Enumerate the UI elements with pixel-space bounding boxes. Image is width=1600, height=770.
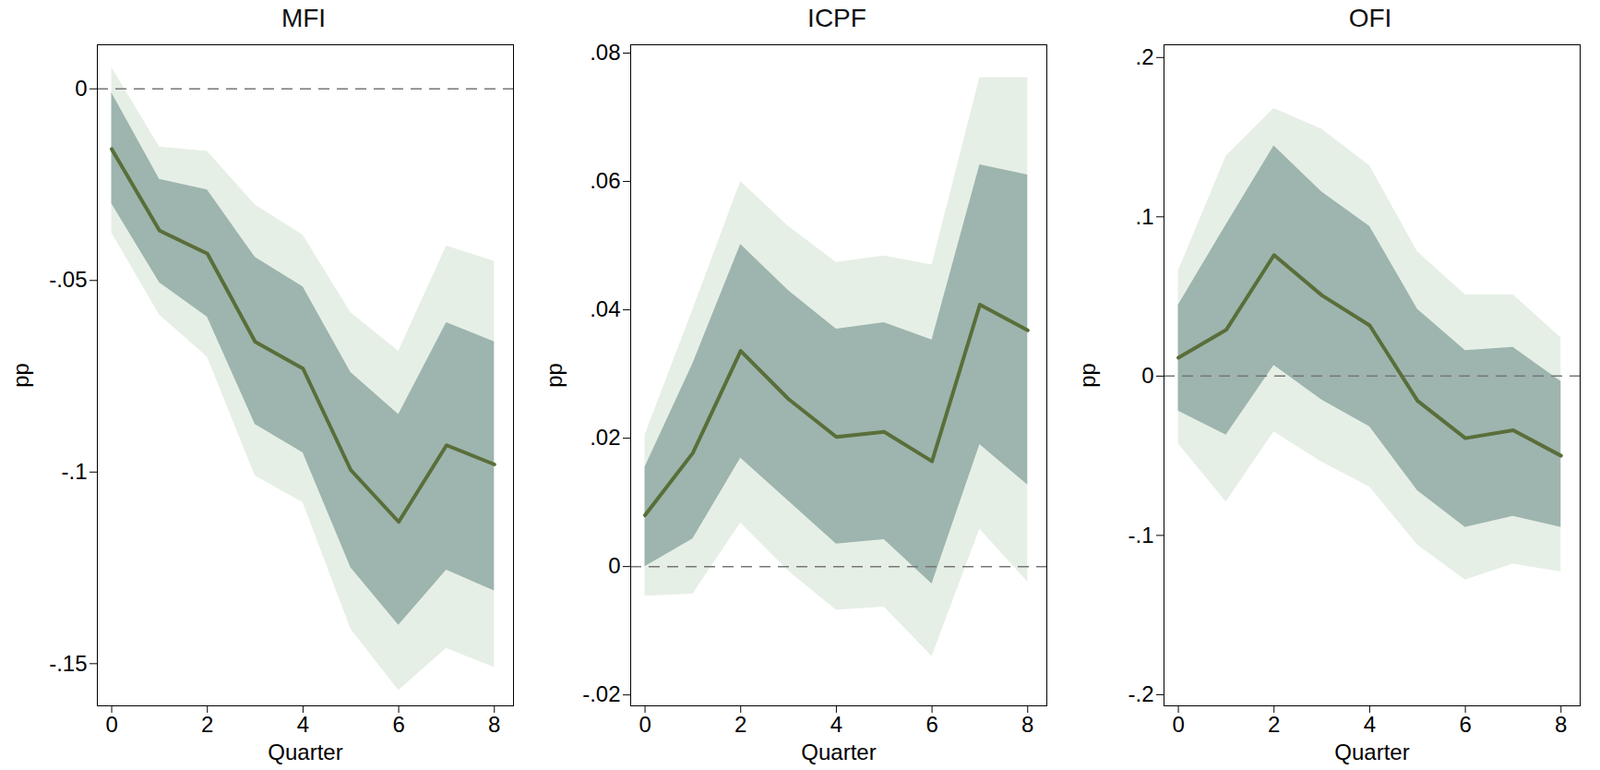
svg-text:pp: pp xyxy=(541,362,567,388)
svg-text:4: 4 xyxy=(1363,711,1376,737)
svg-text:0: 0 xyxy=(1171,711,1184,737)
svg-text:-.15: -.15 xyxy=(48,650,87,676)
svg-text:6: 6 xyxy=(392,711,405,737)
svg-text:4: 4 xyxy=(830,711,843,737)
svg-text:.02: .02 xyxy=(589,424,621,450)
svg-text:.1: .1 xyxy=(1134,203,1154,229)
svg-text:-.1: -.1 xyxy=(1127,522,1154,548)
svg-text:pp: pp xyxy=(1074,362,1100,388)
svg-text:6: 6 xyxy=(1458,711,1471,737)
svg-text:.2: .2 xyxy=(1134,44,1154,70)
svg-text:0: 0 xyxy=(105,711,118,737)
svg-text:2: 2 xyxy=(734,711,747,737)
html-text:MFI: MFI xyxy=(281,3,326,33)
svg-text:-.05: -.05 xyxy=(48,266,87,292)
html-text:ICPF: ICPF xyxy=(807,3,867,33)
svg-text:.06: .06 xyxy=(589,167,621,193)
svg-text:6: 6 xyxy=(925,711,938,737)
svg-text:8: 8 xyxy=(488,711,501,737)
svg-text:-.1: -.1 xyxy=(60,458,87,484)
svg-text:0: 0 xyxy=(1141,362,1154,388)
svg-text:.08: .08 xyxy=(589,39,621,65)
svg-text:Quarter: Quarter xyxy=(267,739,343,765)
svg-text:2: 2 xyxy=(201,711,214,737)
svg-text:0: 0 xyxy=(608,552,621,578)
svg-text:4: 4 xyxy=(297,711,310,737)
html-text:OFI: OFI xyxy=(1348,3,1392,33)
svg-text:-.02: -.02 xyxy=(582,680,621,706)
svg-text:8: 8 xyxy=(1554,711,1567,737)
svg-text:-.2: -.2 xyxy=(1127,680,1154,706)
svg-text:8: 8 xyxy=(1021,711,1034,737)
svg-text:Quarter: Quarter xyxy=(800,739,876,765)
svg-text:pp: pp xyxy=(8,362,34,388)
svg-text:Quarter: Quarter xyxy=(1334,739,1409,765)
svg-text:0: 0 xyxy=(74,75,87,101)
svg-text:2: 2 xyxy=(1267,711,1280,737)
svg-text:.04: .04 xyxy=(589,296,621,322)
svg-text:0: 0 xyxy=(638,711,651,737)
